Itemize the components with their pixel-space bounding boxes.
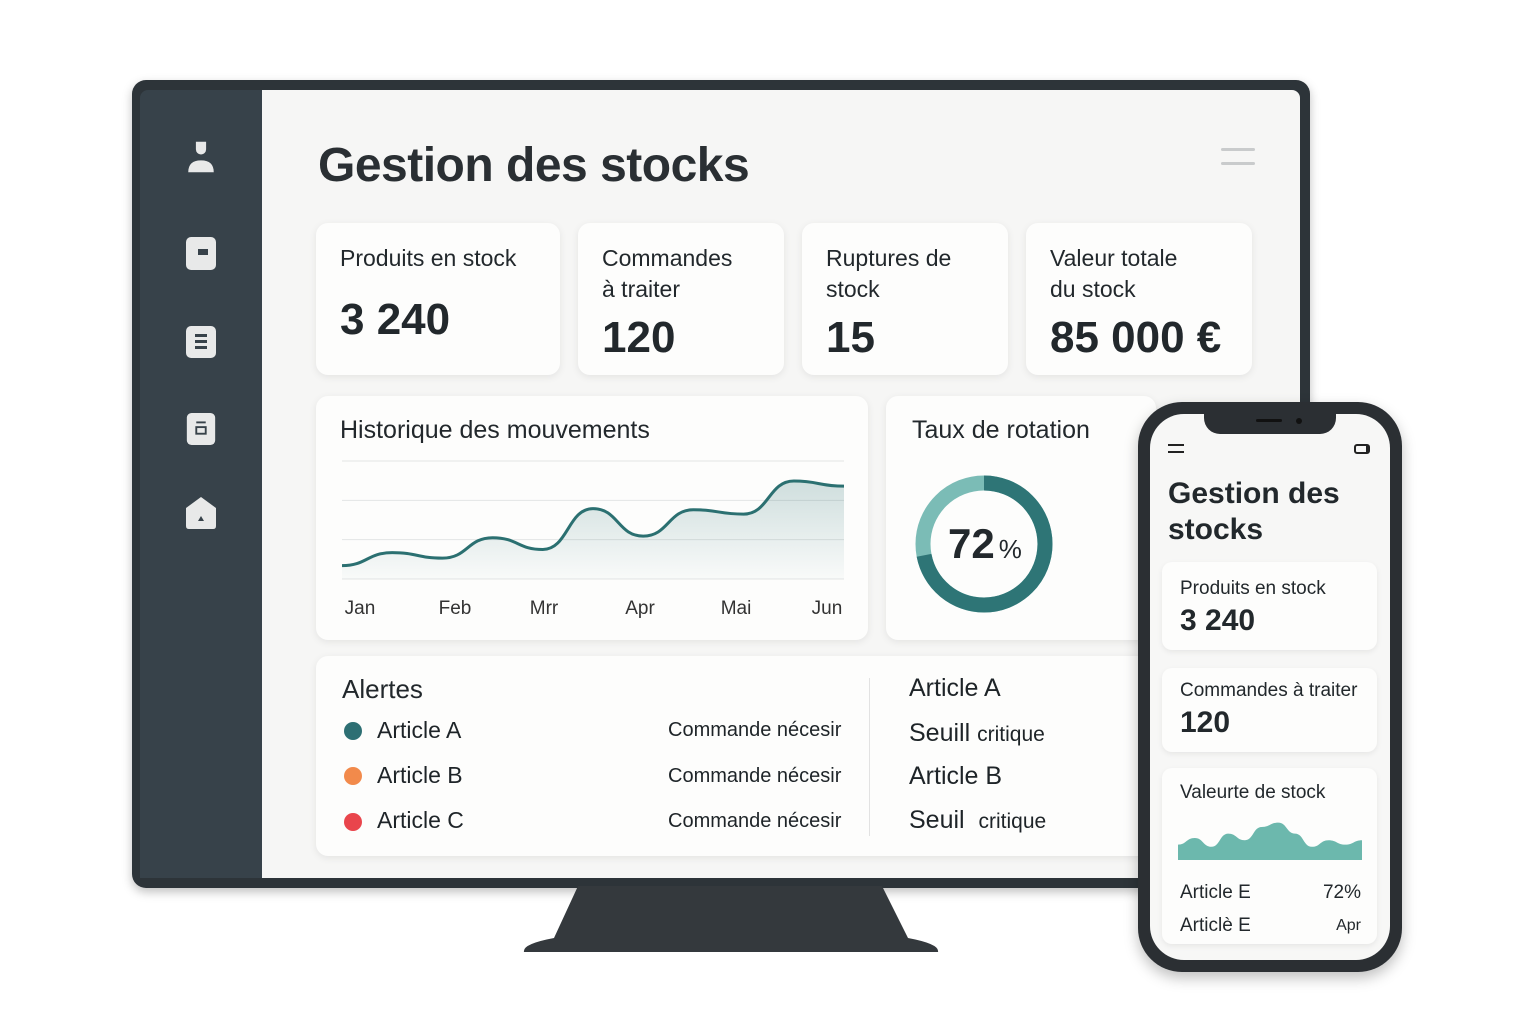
status-dot-teal bbox=[344, 722, 362, 740]
speaker-icon bbox=[1256, 419, 1282, 422]
kpi-card-value: Valeur totale du stock 85 000 € bbox=[1026, 223, 1252, 375]
battery-icon bbox=[1354, 444, 1370, 454]
x-tick-label: Mai bbox=[720, 598, 752, 619]
sidebar bbox=[140, 90, 262, 878]
alert-item-status: Commande nécesir bbox=[668, 719, 842, 741]
value-card-title: Valeurte de stock bbox=[1180, 782, 1326, 803]
user-icon[interactable] bbox=[184, 140, 218, 174]
row-value: 72% bbox=[1322, 882, 1361, 903]
alert-item-name[interactable]: Article B bbox=[377, 762, 463, 788]
threshold-label: Seuill bbox=[909, 719, 971, 747]
phone-notch bbox=[1204, 412, 1336, 434]
alert-item-status: Commande nécesir bbox=[668, 765, 842, 787]
phone-screen: Gestion des stocks Produits en stock 3 2… bbox=[1150, 414, 1390, 960]
warehouse-icon[interactable] bbox=[184, 496, 218, 530]
rotation-card: Taux de rotation 72% bbox=[886, 396, 1156, 640]
kpi-label: Commandes à traiter bbox=[602, 245, 733, 302]
alert-item-name[interactable]: Article C bbox=[377, 807, 464, 833]
value-sparkline bbox=[1178, 822, 1362, 860]
side-article-name[interactable]: Article A bbox=[909, 674, 1001, 702]
kpi-label: Ruptures de stock bbox=[826, 245, 952, 302]
kpi-label: Produits en stock bbox=[340, 245, 517, 271]
kpi-value: 15 bbox=[826, 313, 875, 362]
x-tick-label: Feb bbox=[438, 598, 472, 619]
kpi-card-products: Produits en stock 3 240 bbox=[316, 223, 560, 375]
row-label: Article E bbox=[1180, 882, 1251, 903]
phone-menu-icon[interactable] bbox=[1168, 444, 1184, 453]
x-tick-label: Mrr bbox=[529, 598, 559, 619]
status-dot-red bbox=[344, 813, 362, 831]
kpi-label: Commandes à traiter bbox=[1180, 680, 1358, 701]
status-dot-orange bbox=[344, 767, 362, 785]
history-chart bbox=[342, 460, 844, 580]
kpi-value: 3 240 bbox=[1180, 604, 1256, 637]
alert-item-name[interactable]: Article A bbox=[377, 717, 462, 743]
phone-title: Gestion des stocks bbox=[1168, 477, 1340, 546]
x-tick-label: Jun bbox=[811, 598, 843, 619]
row-value: Apr bbox=[1336, 917, 1361, 934]
donut-value-arc bbox=[915, 475, 1053, 613]
alerts-title: Alertes bbox=[342, 674, 423, 704]
history-title: Historique des mouvements bbox=[340, 416, 650, 444]
phone-value-card: Valeurte de stock Article E 72% Articlè … bbox=[1162, 768, 1377, 944]
page-title: Gestion des stocks bbox=[318, 139, 750, 192]
kpi-value: 120 bbox=[602, 313, 676, 362]
box-icon[interactable] bbox=[184, 236, 218, 270]
camera-icon bbox=[1296, 418, 1302, 424]
history-card: Historique des mouvements Jan Feb Mrr Ap… bbox=[316, 396, 868, 640]
list-icon[interactable] bbox=[184, 325, 218, 359]
x-tick-label: Apr bbox=[625, 598, 655, 619]
threshold-sub: critique bbox=[977, 723, 1045, 746]
side-threshold: Seuil critique bbox=[909, 806, 1046, 835]
phone-kpi-card: Commandes à traiter 120 bbox=[1162, 668, 1377, 752]
threshold-label: Seuil bbox=[909, 806, 965, 834]
area-fill bbox=[342, 481, 844, 579]
rotation-value: 72% bbox=[948, 520, 1022, 568]
kpi-label: Valeur totale du stock bbox=[1050, 245, 1178, 302]
side-threshold: Seuill critique bbox=[909, 719, 1045, 748]
document-icon[interactable] bbox=[184, 412, 218, 446]
kpi-card-stockouts: Ruptures de stock 15 bbox=[802, 223, 1008, 375]
rotation-number: 72 bbox=[948, 520, 995, 567]
rotation-donut bbox=[915, 475, 1053, 613]
rotation-title: Taux de rotation bbox=[912, 416, 1090, 444]
kpi-label: Produits en stock bbox=[1180, 578, 1326, 599]
menu-icon[interactable] bbox=[1221, 148, 1255, 168]
row-label: Articlè E bbox=[1180, 915, 1251, 936]
divider bbox=[869, 678, 870, 836]
kpi-card-orders: Commandes à traiter 120 bbox=[578, 223, 784, 375]
rotation-unit: % bbox=[998, 534, 1022, 564]
kpi-value: 3 240 bbox=[340, 295, 451, 344]
phone-kpi-card: Produits en stock 3 240 bbox=[1162, 562, 1377, 650]
kpi-value: 85 000 € bbox=[1050, 313, 1222, 362]
side-article-name[interactable]: Article B bbox=[909, 762, 1003, 790]
sparkline-area bbox=[1178, 822, 1362, 860]
threshold-sub: critique bbox=[978, 810, 1047, 833]
kpi-value: 120 bbox=[1180, 706, 1231, 739]
alerts-card: Alertes Article A Commande nécesir Artic… bbox=[316, 656, 1156, 856]
alert-item-status: Commande nécesir bbox=[668, 810, 842, 832]
x-tick-label: Jan bbox=[344, 598, 376, 619]
monitor-stand bbox=[523, 886, 939, 952]
